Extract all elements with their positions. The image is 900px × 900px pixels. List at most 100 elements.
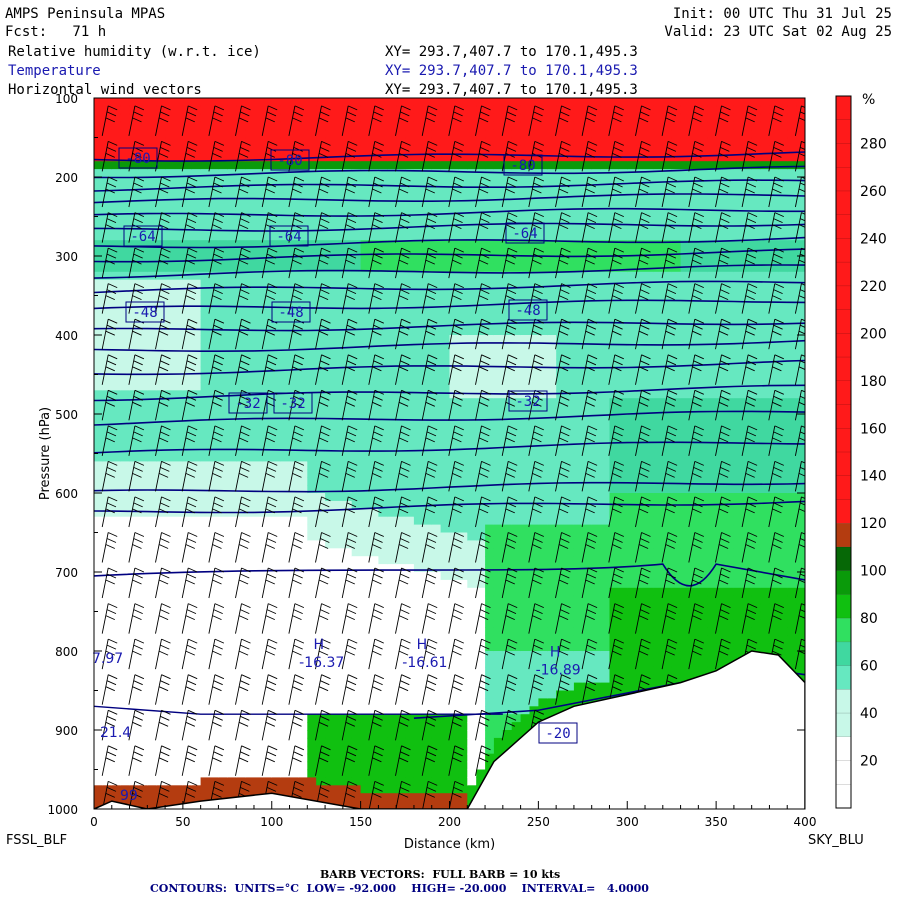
x-tick-label: 250 xyxy=(527,815,550,829)
wind-barb-column xyxy=(341,105,358,809)
colorbar-segment xyxy=(836,641,851,666)
contour-label-box xyxy=(270,149,310,171)
y-tick-label: 500 xyxy=(55,408,78,422)
temperature-contour-line xyxy=(94,193,805,204)
wind-barb-column xyxy=(288,105,305,809)
colorbar-segment xyxy=(836,546,851,571)
contour-label-box xyxy=(503,154,543,176)
contour-labels: -80 -80 -80 -64 -64 -64 -48 -48 -48 -32 -32 -32 -20 H… xyxy=(92,147,581,804)
edge-contour-value: 7.97 xyxy=(92,651,123,667)
colorbar-frame xyxy=(835,95,852,809)
temperature-contour-line xyxy=(94,410,805,426)
colorbar-tick-label: 180 xyxy=(860,374,887,390)
colorbar-tick-label: 220 xyxy=(860,279,887,295)
x-axis-label: Distance (km) xyxy=(404,837,495,852)
contour-label: -20 xyxy=(545,726,570,742)
contour-label: -80 xyxy=(510,158,535,174)
x-tick-label: 150 xyxy=(349,815,372,829)
field-name-rh: Relative humidity (w.r.t. ice) xyxy=(8,44,261,60)
x-tick-label: 200 xyxy=(438,815,461,829)
barb-note: BARB VECTORS: FULL BARB = 10 kts xyxy=(320,868,561,881)
wind-barb-column xyxy=(528,105,544,741)
contour-label: -64 xyxy=(130,229,155,245)
x-tick-label: 0 xyxy=(90,815,98,829)
contour-label-box xyxy=(125,301,165,323)
wind-barb-column xyxy=(555,105,571,705)
y-tick-label: 900 xyxy=(55,724,78,738)
temperature-contour-line xyxy=(94,500,805,514)
contour-label: -32 xyxy=(280,396,305,412)
colorbar-tick-label: 240 xyxy=(860,231,887,247)
colorbar-segment xyxy=(836,594,851,619)
colorbar-segment xyxy=(836,618,851,642)
high-marker-value: -16.61 xyxy=(402,655,447,671)
field-xy-temperature: XY= 293.7,407.7 to 170.1,495.3 xyxy=(385,63,638,79)
wind-barb-column xyxy=(208,105,225,809)
contour-label: -64 xyxy=(512,226,537,242)
colorbar-tick-label: 60 xyxy=(860,659,878,675)
contour-label-box xyxy=(123,225,163,247)
contour-label: -48 xyxy=(132,305,157,321)
contour-label: -32 xyxy=(515,394,540,410)
contour-note: CONTOURS: UNITS=°C LOW= -92.000 HIGH= -2… xyxy=(150,882,649,895)
wind-barb-column xyxy=(101,105,118,809)
wind-barb-column xyxy=(475,105,491,776)
model-title: AMPS Peninsula MPAS xyxy=(5,6,166,22)
wind-barb-column xyxy=(768,105,784,670)
field-xy-wind: XY= 293.7,407.7 to 170.1,495.3 xyxy=(385,82,638,98)
colorbar-segment xyxy=(836,665,851,690)
contour-label-box xyxy=(508,299,548,321)
edge-contour-value: 21.4 xyxy=(100,725,131,741)
x-tick-label: 100 xyxy=(260,815,283,829)
field-name-temperature: Temperature xyxy=(8,63,101,79)
x-tick-label: 300 xyxy=(616,815,639,829)
contour-label-box xyxy=(538,722,578,744)
wind-barb-column xyxy=(181,105,198,809)
y-tick-label: 100 xyxy=(55,92,78,106)
wind-barb-column xyxy=(421,105,438,809)
colorbar-tick-label: 280 xyxy=(860,136,887,152)
colorbar-tick-label: 20 xyxy=(860,754,878,770)
contour-label-box xyxy=(269,225,309,247)
terrain-profile xyxy=(94,650,805,809)
contour-label: -32 xyxy=(235,396,260,412)
wind-barb-column xyxy=(155,105,171,809)
wind-barb-column xyxy=(368,105,384,809)
temperature-contour-line xyxy=(94,280,805,294)
temperature-contour-line xyxy=(94,563,805,587)
field-xy-rh: XY= 293.7,407.7 to 170.1,495.3 xyxy=(385,44,638,60)
wind-barb-column xyxy=(661,105,678,705)
field-name-wind: Horizontal wind vectors xyxy=(8,82,202,98)
temperature-contour-line xyxy=(94,179,805,192)
y-tick-label: 600 xyxy=(55,487,78,501)
temperature-contour-line xyxy=(94,264,805,279)
contour-label: -80 xyxy=(277,153,302,169)
colorbar-segment xyxy=(836,523,851,547)
colorbar-tick-label: 260 xyxy=(860,184,887,200)
contour-label-box xyxy=(273,392,313,414)
contour-label: -64 xyxy=(276,229,301,245)
high-marker-value: -16.37 xyxy=(299,655,344,671)
temperature-contour-line xyxy=(94,384,805,402)
wind-barb-column xyxy=(501,105,518,741)
colorbar-tick-label: 160 xyxy=(860,421,887,437)
wind-barb-column xyxy=(261,105,278,809)
colorbar-tick-label: 200 xyxy=(860,326,887,342)
contour-label: -80 xyxy=(125,151,150,167)
y-tick-label: 300 xyxy=(55,250,78,264)
wind-barb-column xyxy=(235,105,251,809)
contour-label-box xyxy=(228,392,268,414)
wind-barb-column xyxy=(688,105,704,670)
contour-label-box xyxy=(505,222,545,244)
temperature-contour-line xyxy=(94,299,805,310)
contour-label-box xyxy=(118,147,158,169)
high-marker-symbol: H xyxy=(313,637,324,653)
temperature-contour-line xyxy=(94,165,805,179)
colorbar-tick-label: 140 xyxy=(860,469,887,485)
wind-barb-column xyxy=(128,105,145,809)
y-tick-label: 200 xyxy=(55,171,78,185)
axes: 100 200 300 400 500 600 700 800 900 1000 0 50 100 150… xyxy=(38,92,816,852)
colorbar-unit: % xyxy=(862,92,875,108)
colorbar-tick-label: 80 xyxy=(860,611,878,627)
